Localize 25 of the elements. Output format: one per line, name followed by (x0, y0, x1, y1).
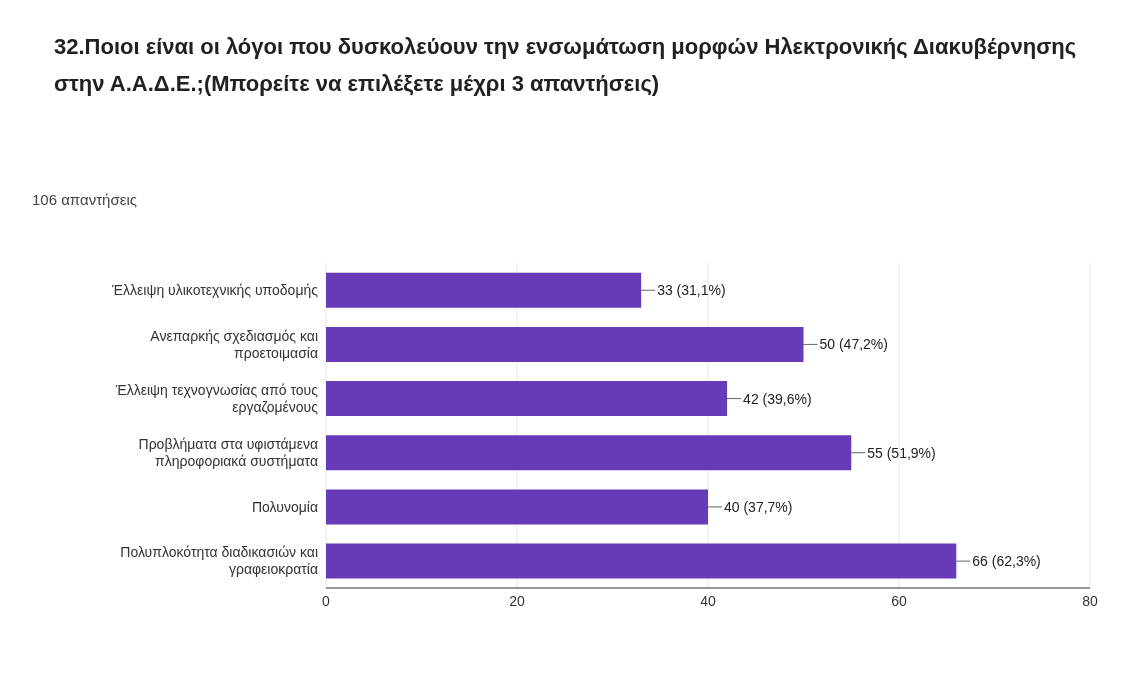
y-tick-label: Έλλειψη τεχνογνωσίας από τους εργαζομένους (114, 381, 319, 415)
bar (326, 272, 642, 308)
data-label: 42 (39,6%) (743, 390, 812, 407)
y-tick-label: Ανεπαρκής σχεδιασμός και προετοιμασία (150, 327, 318, 361)
data-label: 40 (37,7%) (724, 498, 793, 515)
chart-title: 32.Ποιοι είναι οι λόγοι που δυσκολεύουν την ενσωμάτωση μορφών Ηλεκτρονικής Διακυβέρνησης στην Α.Α.Δ.Ε.;(Μπορείτε να επιλέξετε μέχρι 3 απαντήσεις) (54, 33, 1078, 98)
data-label: 55 (51,9%) (867, 444, 936, 461)
x-tick-label: 20 (509, 592, 525, 609)
y-tick-label: Πολυπλοκότητα διαδικασιών και γραφειοκρατία (120, 544, 318, 578)
bar (326, 326, 804, 362)
bar (326, 381, 728, 417)
x-tick-label: 60 (891, 592, 907, 609)
y-tick-label: Πολυνομία (251, 498, 318, 515)
x-tick-label: 80 (1082, 592, 1098, 609)
bar (326, 435, 852, 471)
bar (326, 543, 957, 579)
y-tick-label: Προβλήματα στα υφιστάμενα πληροφοριακά συστήματα (138, 436, 318, 470)
y-tick-label: Έλλειψη υλικοτεχνικής υποδομής (111, 282, 319, 299)
bar (326, 489, 708, 525)
data-label: 33 (31,1%) (657, 282, 726, 299)
text: 106 απαντήσεις (32, 191, 137, 208)
x-tick-label: 0 (322, 592, 331, 609)
x-tick-label: 40 (700, 592, 716, 609)
data-label: 50 (47,2%) (819, 336, 888, 353)
data-label: 66 (62,3%) (972, 553, 1041, 570)
